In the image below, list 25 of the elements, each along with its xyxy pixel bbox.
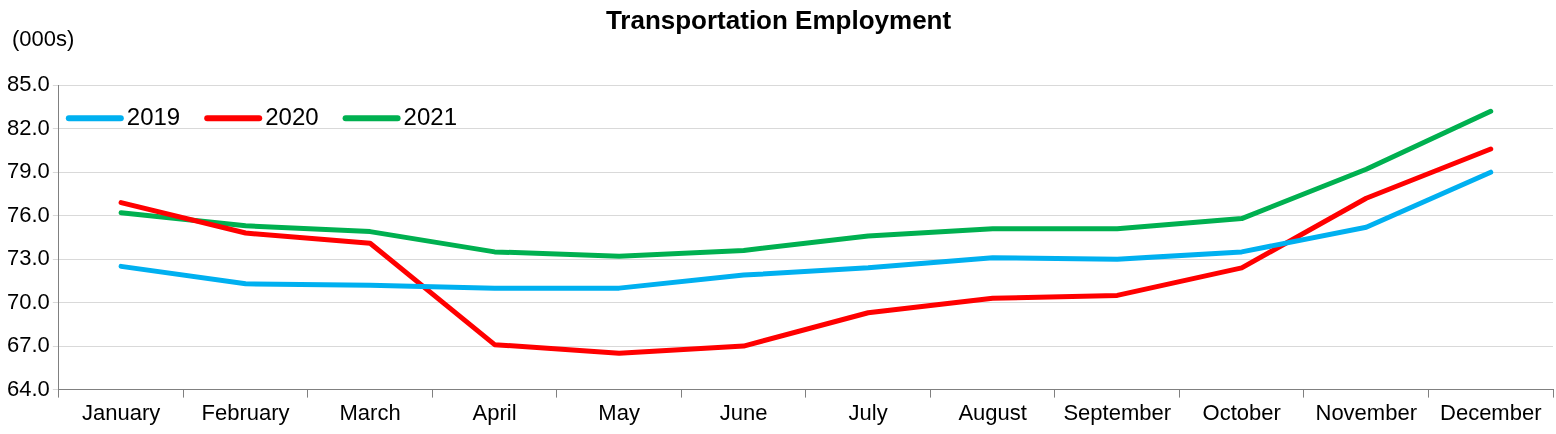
x-tick-label: August	[958, 399, 1027, 425]
x-tick-label: January	[81, 399, 161, 425]
x-tick-label: February	[201, 399, 290, 425]
x-tick-label: April	[472, 399, 517, 425]
legend-label: 2021	[403, 102, 457, 130]
y-tick-label: 70.0	[6, 288, 50, 314]
x-tick-label: October	[1202, 399, 1281, 425]
y-tick-label: 76.0	[6, 201, 50, 227]
x-tick-label: July	[848, 399, 888, 425]
legend-label: 2019	[126, 102, 181, 130]
y-tick-label: 64.0	[6, 375, 50, 401]
y-tick-label: 73.0	[6, 245, 50, 271]
y-tick-label: 67.0	[6, 332, 50, 358]
y-tick-label: 79.0	[6, 158, 50, 184]
x-tick-label: September	[1063, 399, 1172, 425]
x-tick-label: November	[1315, 399, 1417, 425]
x-tick-label: December	[1440, 399, 1542, 425]
chart-title: Transportation Employment	[605, 4, 952, 35]
y-tick-label: 82.0	[6, 114, 50, 140]
y-tick-label: 85.0	[6, 71, 50, 97]
y-axis-title: (000s)	[12, 26, 75, 52]
x-tick-label: May	[598, 399, 640, 425]
x-tick-label: June	[719, 399, 768, 425]
legend-label: 2020	[265, 102, 319, 130]
x-tick-label: March	[339, 399, 401, 425]
